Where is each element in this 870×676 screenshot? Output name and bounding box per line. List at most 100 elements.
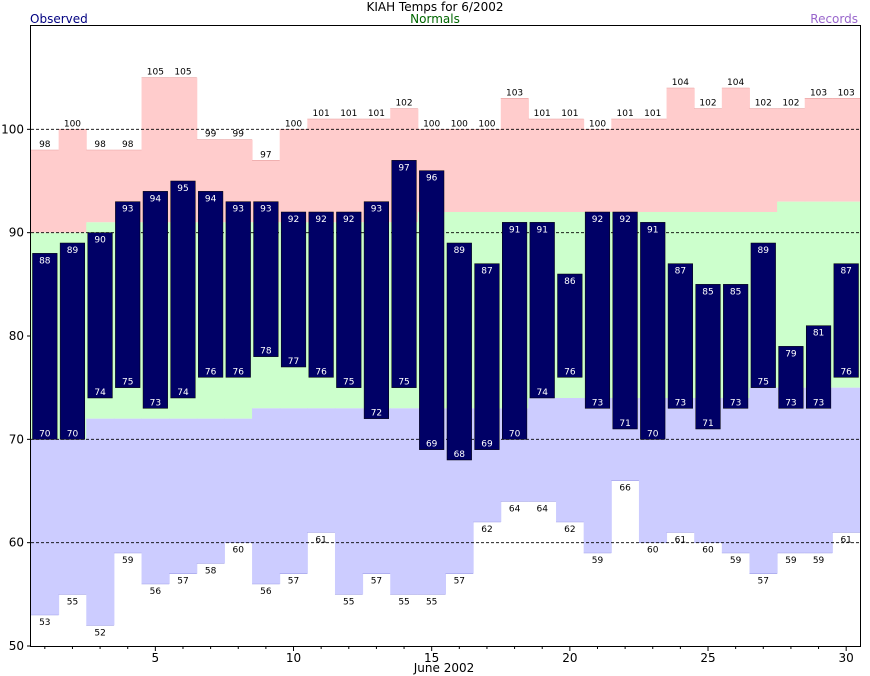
observed-bar-5 [142, 191, 168, 409]
record-high-label-21: 100 [589, 119, 606, 129]
y-tick-label-80: 80 [9, 329, 24, 343]
observed-bar-9 [253, 201, 279, 357]
record-high-label-26: 104 [727, 78, 744, 88]
record-low-label-19: 64 [536, 504, 548, 514]
record-high-band-10 [279, 129, 308, 223]
observed-low-label-2: 70 [67, 429, 79, 439]
record-low-label-5: 56 [150, 587, 162, 597]
record-low-band-6 [169, 418, 198, 574]
observed-low-label-27: 75 [758, 378, 769, 388]
observed-bar-15 [419, 170, 445, 450]
record-low-band-29 [804, 387, 833, 553]
record-low-band-21 [583, 398, 612, 553]
observed-bar-1 [32, 253, 58, 440]
observed-high-label-26: 85 [730, 287, 741, 297]
record-high-band-1 [31, 150, 60, 233]
observed-high-label-12: 92 [343, 215, 354, 225]
record-high-band-30 [832, 98, 861, 202]
observed-high-label-11: 92 [315, 215, 326, 225]
observed-high-label-4: 93 [122, 205, 133, 215]
record-low-label-21: 59 [592, 556, 604, 566]
observed-high-label-14: 97 [398, 163, 409, 173]
value-labels: 88 70 89 70 90 74 93 75 94 73 95 74 94 76 93 76 93 78 92 77… [39, 68, 855, 639]
record-low-label-6: 57 [177, 577, 188, 587]
record-high-label-30: 103 [838, 88, 855, 98]
record-high-label-16: 100 [451, 119, 468, 129]
record-low-label-25: 60 [702, 546, 714, 556]
observed-high-label-27: 89 [758, 246, 770, 256]
x-tick-label-5: 5 [152, 651, 160, 665]
observed-low-label-28: 73 [785, 398, 796, 408]
record-high-label-20: 101 [561, 109, 578, 119]
record-high-label-12: 101 [340, 109, 357, 119]
record-low-label-9: 56 [260, 587, 272, 597]
observed-low-label-17: 69 [481, 440, 493, 450]
legend-observed: Observed [30, 12, 88, 26]
x-tick-label-15: 15 [424, 651, 439, 665]
record-low-band-7 [196, 418, 225, 564]
observed-high-label-16: 89 [454, 246, 466, 256]
observed-low-label-18: 70 [509, 429, 521, 439]
observed-high-label-10: 92 [288, 215, 299, 225]
record-high-band-21 [583, 129, 612, 212]
record-high-label-15: 100 [423, 119, 440, 129]
record-high-label-9: 97 [260, 150, 271, 160]
record-low-label-3: 52 [94, 628, 105, 638]
record-high-label-24: 104 [672, 78, 689, 88]
observed-bar-6 [170, 180, 196, 399]
record-low-label-28: 59 [785, 556, 797, 566]
y-tick-label-70: 70 [9, 432, 24, 446]
x-tick-label-10: 10 [286, 651, 301, 665]
observed-bar-13 [363, 201, 389, 419]
record-low-band-24 [666, 398, 695, 533]
record-low-label-8: 60 [233, 546, 245, 556]
y-tick-label-100: 100 [1, 122, 24, 136]
observed-low-label-22: 71 [619, 419, 630, 429]
record-high-label-27: 102 [755, 99, 772, 109]
observed-low-label-11: 76 [315, 367, 327, 377]
observed-high-label-18: 91 [509, 225, 520, 235]
record-low-label-24: 61 [675, 535, 686, 545]
record-high-label-18: 103 [506, 88, 523, 98]
observed-low-label-1: 70 [39, 429, 51, 439]
record-low-label-29: 59 [813, 556, 825, 566]
observed-low-label-23: 70 [647, 429, 659, 439]
observed-low-label-7: 76 [205, 367, 217, 377]
observed-high-label-30: 87 [840, 267, 851, 277]
observed-bar-12 [336, 211, 362, 388]
record-low-band-4 [113, 418, 143, 553]
observed-bar-30 [833, 263, 859, 378]
record-high-band-20 [556, 119, 585, 212]
observed-high-label-5: 94 [150, 194, 162, 204]
record-low-band-19 [528, 398, 557, 502]
grid-lines [31, 128, 860, 544]
observed-high-label-29: 81 [813, 329, 824, 339]
record-low-band-5 [141, 418, 170, 584]
observed-high-label-25: 85 [702, 287, 713, 297]
observed-high-label-2: 89 [67, 246, 79, 256]
observed-high-label-3: 90 [94, 236, 106, 246]
record-high-label-17: 100 [478, 119, 495, 129]
record-low-band-14 [390, 408, 419, 595]
observed-bar-25 [695, 284, 721, 430]
observed-low-label-24: 73 [675, 398, 686, 408]
observed-low-label-16: 68 [454, 450, 466, 460]
observed-bar-17 [474, 263, 500, 450]
observed-low-label-14: 75 [398, 378, 409, 388]
record-high-label-19: 101 [534, 109, 551, 119]
observed-high-label-28: 79 [785, 349, 797, 359]
observed-bar-26 [723, 284, 749, 409]
record-high-label-13: 101 [368, 109, 385, 119]
record-low-label-27: 57 [758, 577, 769, 587]
chart-title: KIAH Temps for 6/2002 [366, 0, 504, 14]
record-low-label-16: 57 [454, 577, 465, 587]
observed-high-label-22: 92 [619, 215, 630, 225]
record-high-band-3 [86, 150, 115, 223]
record-high-band-26 [721, 88, 750, 212]
record-low-label-15: 55 [426, 597, 437, 607]
record-high-band-22 [611, 119, 640, 212]
record-low-label-14: 55 [398, 597, 409, 607]
observed-bar-21 [584, 211, 611, 409]
observed-high-label-17: 87 [481, 267, 492, 277]
observed-high-label-7: 94 [205, 194, 217, 204]
